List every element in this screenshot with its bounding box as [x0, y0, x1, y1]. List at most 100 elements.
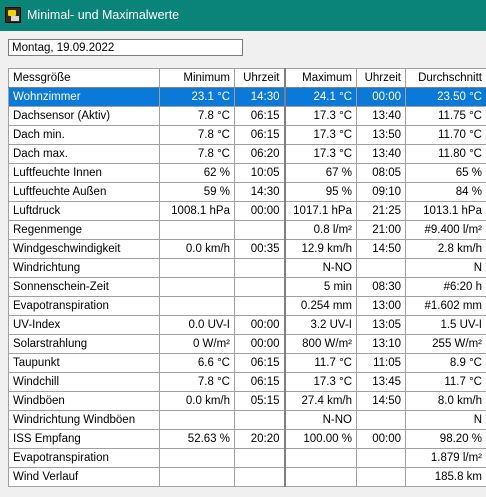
cell-minimum: [159, 277, 235, 297]
table-row[interactable]: Dach min. 7.8 °C 06:15 17.3 °C 13:50 11.70 °C: [8, 125, 486, 145]
cell-average: 8.9 °C: [405, 353, 486, 373]
cell-average: 65 %: [405, 163, 486, 183]
cell-measurement: Wind Verlauf: [8, 467, 160, 487]
table-row[interactable]: Windchill 7.8 °C 06:15 17.3 °C 13:45 11.7 °C: [8, 372, 486, 392]
cell-average: N: [405, 258, 486, 278]
column-header-min-time[interactable]: Uhrzeit: [234, 68, 285, 88]
table-row[interactable]: Windrichtung N-NO N: [8, 258, 486, 278]
cell-min-time: 06:20: [234, 144, 285, 164]
cell-measurement: Wohnzimmer: [8, 87, 160, 107]
cell-max-time: 14:50: [356, 391, 406, 411]
cell-average: 255 W/m²: [405, 334, 486, 354]
cell-minimum: [159, 467, 235, 487]
cell-average: 11.75 °C: [405, 106, 486, 126]
cell-minimum: [159, 258, 235, 278]
table-row[interactable]: UV-Index 0.0 UV-I 00:00 3.2 UV-I 13:05 1.5 UV…: [8, 315, 486, 335]
cell-average: 11.7 °C: [405, 372, 486, 392]
table-row[interactable]: Dachsensor (Aktiv) 7.8 °C 06:15 17.3 °C 13:4…: [8, 106, 486, 126]
cell-max-time: 21:00: [356, 220, 406, 240]
cell-max-time: 14:50: [356, 239, 406, 259]
table-row[interactable]: Luftfeuchte Außen 59 % 14:30 95 % 09:10 84 %: [8, 182, 486, 202]
cell-maximum: 12.9 km/h: [283, 239, 357, 259]
cell-minimum: 62 %: [159, 163, 235, 183]
cell-min-time: 00:35: [234, 239, 285, 259]
table-row[interactable]: Taupunkt 6.6 °C 06:15 11.7 °C 11:05 8.9 °C: [8, 353, 486, 373]
table-row[interactable]: Windrichtung Windböen N-NO N: [8, 410, 486, 430]
cell-max-time: [356, 410, 406, 430]
cell-max-time: 08:30: [356, 277, 406, 297]
cell-maximum: 27.4 km/h: [283, 391, 357, 411]
cell-min-time: [234, 410, 285, 430]
cell-maximum: N-NO: [283, 258, 357, 278]
cell-max-time: 08:05: [356, 163, 406, 183]
cell-max-time: 09:10: [356, 182, 406, 202]
cell-max-time: 13:05: [356, 315, 406, 335]
cell-min-time: 05:15: [234, 391, 285, 411]
cell-min-time: 20:20: [234, 429, 285, 449]
table-row[interactable]: Luftfeuchte Innen 62 % 10:05 67 % 08:05 65 %: [8, 163, 486, 183]
cell-average: 23.50 °C: [405, 87, 486, 107]
table-row[interactable]: Windböen 0.0 km/h 05:15 27.4 km/h 14:50 8.0 k…: [8, 391, 486, 411]
cell-average: #9.400 l/m²: [405, 220, 486, 240]
cell-measurement: Evapotranspiration: [8, 296, 160, 316]
table-row[interactable]: Sonnenschein-Zeit 5 min 08:30 #6:20 h: [8, 277, 486, 297]
cell-max-time: [356, 448, 406, 468]
cell-minimum: 59 %: [159, 182, 235, 202]
column-header-average[interactable]: Durchschnitt: [405, 68, 486, 88]
table-row[interactable]: Wind Verlauf 185.8 km: [8, 467, 486, 487]
cell-max-time: 13:50: [356, 125, 406, 145]
column-header-max-time[interactable]: Uhrzeit: [356, 68, 406, 88]
cell-max-time: 13:10: [356, 334, 406, 354]
cell-measurement: Luftfeuchte Innen: [8, 163, 160, 183]
column-header-maximum[interactable]: Maximum: [283, 68, 357, 88]
cell-minimum: 0.0 km/h: [159, 391, 235, 411]
cell-maximum: 800 W/m²: [283, 334, 357, 354]
cell-max-time: 13:00: [356, 296, 406, 316]
cell-measurement: UV-Index: [8, 315, 160, 335]
cell-min-time: 06:15: [234, 125, 285, 145]
cell-average: 8.0 km/h: [405, 391, 486, 411]
cell-average: 11.70 °C: [405, 125, 486, 145]
cell-measurement: Regenmenge: [8, 220, 160, 240]
cell-min-time: [234, 448, 285, 468]
cell-min-time: [234, 277, 285, 297]
cell-measurement: Dach max.: [8, 144, 160, 164]
window-title: Minimal- und Maximalwerte: [27, 8, 180, 22]
cell-max-time: [356, 258, 406, 278]
cell-measurement: Taupunkt: [8, 353, 160, 373]
table-row[interactable]: Solarstrahlung 0 W/m² 00:00 800 W/m² 13:10 25…: [8, 334, 486, 354]
table-row[interactable]: Dach max. 7.8 °C 06:20 17.3 °C 13:40 11.80 °C: [8, 144, 486, 164]
cell-min-time: 06:15: [234, 106, 285, 126]
cell-measurement: Sonnenschein-Zeit: [8, 277, 160, 297]
cell-minimum: [159, 448, 235, 468]
cell-minimum: 7.8 °C: [159, 372, 235, 392]
table-row[interactable]: Evapotranspiration 0.254 mm 13:00 #1.602 mm: [8, 296, 486, 316]
cell-maximum: 24.1 °C: [283, 87, 357, 107]
cell-minimum: [159, 220, 235, 240]
table-row[interactable]: Windgeschwindigkeit 0.0 km/h 00:35 12.9 km/…: [8, 239, 486, 259]
values-table: Messgröße Minimum Uhrzeit Maximum Uhrzei…: [8, 68, 486, 487]
cell-maximum: 3.2 UV-I: [283, 315, 357, 335]
cell-min-time: 06:15: [234, 372, 285, 392]
cell-minimum: 0.0 UV-I: [159, 315, 235, 335]
table-row[interactable]: Luftdruck 1008.1 hPa 00:00 1017.1 hPa 21:25 1…: [8, 201, 486, 221]
table-row[interactable]: Evapotranspiration 1.879 l/m²: [8, 448, 486, 468]
cell-max-time: 00:00: [356, 429, 406, 449]
cell-minimum: 52.63 %: [159, 429, 235, 449]
cell-average: 1013.1 hPa: [405, 201, 486, 221]
cell-maximum: 11.7 °C: [283, 353, 357, 373]
table-body: Wohnzimmer 23.1 °C 14:30 24.1 °C 00:00 23.50 …: [8, 87, 486, 487]
date-field[interactable]: Montag, 19.09.2022: [8, 39, 243, 56]
table-row[interactable]: Regenmenge 0.8 l/m² 21:00 #9.400 l/m²: [8, 220, 486, 240]
column-header-minimum[interactable]: Minimum: [159, 68, 235, 88]
cell-average: 1.5 UV-I: [405, 315, 486, 335]
cell-measurement: Windrichtung: [8, 258, 160, 278]
cell-minimum: 23.1 °C: [159, 87, 235, 107]
table-row[interactable]: ISS Empfang 52.63 % 20:20 100.00 % 00:00 98.2…: [8, 429, 486, 449]
table-row[interactable]: Wohnzimmer 23.1 °C 14:30 24.1 °C 00:00 23.50 …: [8, 87, 486, 107]
column-header-measurement[interactable]: Messgröße: [8, 68, 160, 88]
cell-measurement: Solarstrahlung: [8, 334, 160, 354]
cell-min-time: 00:00: [234, 334, 285, 354]
cell-measurement: ISS Empfang: [8, 429, 160, 449]
cell-maximum: 17.3 °C: [283, 106, 357, 126]
